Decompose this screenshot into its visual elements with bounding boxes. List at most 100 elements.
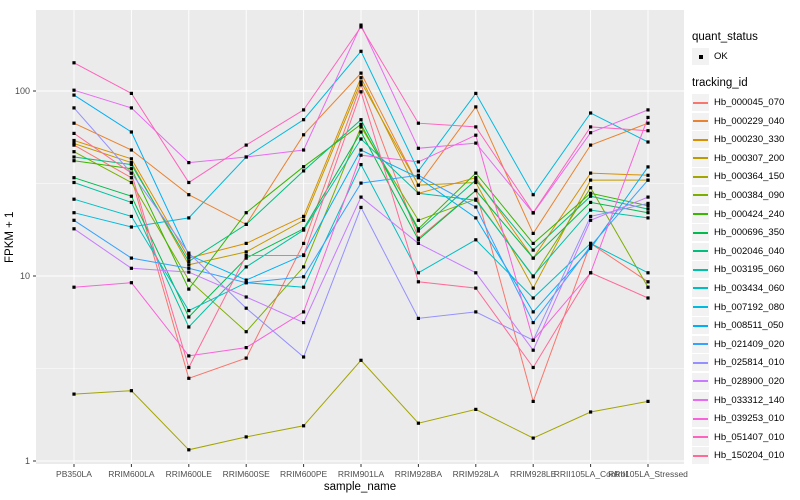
data-point <box>359 205 363 209</box>
legend-item-label: Hb_008511_050 <box>714 320 784 332</box>
data-point <box>646 165 650 169</box>
data-point <box>531 296 535 300</box>
data-point <box>589 191 593 195</box>
x-tick-label: RRIM901LA <box>338 469 385 479</box>
data-point <box>302 241 306 245</box>
data-point <box>531 436 535 440</box>
data-point <box>72 180 76 185</box>
data-point <box>302 285 306 289</box>
data-point <box>72 285 76 289</box>
data-point <box>531 310 535 314</box>
legend-line-swatch <box>693 399 708 401</box>
data-point <box>531 321 535 325</box>
data-point <box>531 348 535 352</box>
data-point <box>474 238 478 242</box>
legend-key-box <box>692 112 709 130</box>
data-point <box>129 148 133 152</box>
data-point <box>302 214 306 218</box>
data-point <box>474 141 478 145</box>
data-point <box>244 435 248 439</box>
data-point <box>416 271 420 275</box>
legend-key-box <box>692 410 709 428</box>
x-tick-label: RRII105LA_Control <box>554 469 628 479</box>
data-point <box>646 195 650 199</box>
data-point <box>72 197 76 201</box>
legend-line-swatch <box>693 175 708 178</box>
legend-item-Hb_039253_010: Hb_039253_010 <box>692 410 798 428</box>
data-point <box>589 178 593 182</box>
x-tick-label: RRIM600LE <box>166 469 213 479</box>
data-point <box>531 274 535 278</box>
data-point <box>72 131 76 135</box>
data-point <box>474 407 478 411</box>
legend-item-Hb_003434_060: Hb_003434_060 <box>692 279 798 297</box>
data-point <box>474 171 478 175</box>
legend-line-swatch <box>693 231 708 234</box>
legend-line-swatch <box>693 157 708 160</box>
data-point <box>474 125 478 129</box>
data-point <box>72 227 76 231</box>
legend-key-box <box>692 317 709 335</box>
legend-item-Hb_000384_090: Hb_000384_090 <box>692 186 798 204</box>
y-tick-label: 10 <box>20 271 30 281</box>
legend-line-swatch <box>693 361 708 364</box>
data-point <box>187 325 191 329</box>
data-point <box>531 365 535 370</box>
data-point <box>72 121 76 125</box>
data-point <box>416 173 420 177</box>
legend-key-box <box>692 242 709 260</box>
data-point <box>129 130 133 134</box>
data-point <box>187 253 191 257</box>
data-point <box>244 241 248 245</box>
data-point <box>589 194 593 198</box>
data-point <box>589 208 593 212</box>
data-point <box>187 278 191 282</box>
data-point <box>129 171 133 175</box>
data-point <box>589 244 593 248</box>
data-point <box>474 133 478 137</box>
data-point <box>244 250 248 254</box>
legend-item-Hb_000307_200: Hb_000307_200 <box>692 149 798 167</box>
data-point <box>302 310 306 314</box>
data-point <box>187 193 191 197</box>
data-point <box>416 121 420 125</box>
legend-item-label: Hb_051407_010 <box>714 431 785 443</box>
data-point <box>474 180 478 185</box>
legend-key-box <box>692 372 709 390</box>
data-point <box>129 214 133 218</box>
x-tick-label: RRII105LA_Stressed <box>608 469 688 479</box>
data-point <box>474 91 478 95</box>
legend-line-swatch <box>693 194 708 197</box>
legend-line-swatch <box>693 417 708 420</box>
legend-line-swatch <box>693 454 708 457</box>
data-point <box>359 195 363 199</box>
data-point <box>244 330 248 334</box>
data-point <box>359 130 363 134</box>
legend-line-swatch <box>693 306 708 309</box>
legend-line-swatch <box>693 343 708 346</box>
data-point <box>129 200 133 204</box>
data-point <box>646 207 650 211</box>
y-axis-title: FPKM + 1 <box>4 211 16 263</box>
legend-key-box <box>692 186 709 204</box>
x-axis-title: sample_name <box>323 481 397 493</box>
data-point <box>646 129 650 133</box>
legend-tracking-items: Hb_000045_070 Hb_000229_040 Hb_000230_330 H… <box>692 94 798 465</box>
data-point <box>359 148 363 152</box>
data-point <box>359 23 363 27</box>
data-point <box>72 155 76 159</box>
legend-item-label: Hb_000230_330 <box>714 134 785 146</box>
data-point <box>646 216 650 220</box>
legend-key-box <box>692 224 709 242</box>
data-point <box>187 256 191 260</box>
data-point <box>416 146 420 150</box>
data-point <box>589 241 593 245</box>
data-point <box>129 157 133 161</box>
legend-line-swatch <box>693 268 708 271</box>
data-point <box>187 287 191 291</box>
data-point <box>72 88 76 92</box>
data-points <box>72 23 650 452</box>
data-point <box>187 365 191 370</box>
data-point <box>302 265 306 269</box>
